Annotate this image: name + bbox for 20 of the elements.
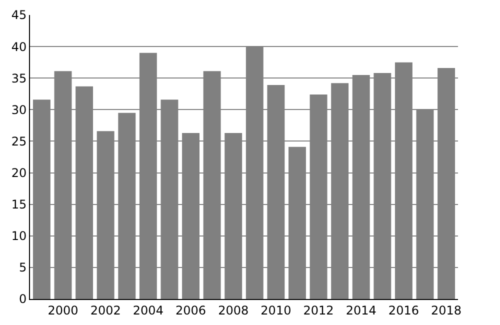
y-tick-label: 45 (11, 8, 27, 22)
x-tick-label: 2018 (431, 303, 462, 318)
x-tick-label: 2010 (260, 303, 292, 318)
y-tick-label: 10 (11, 229, 27, 244)
y-tick-label: 15 (11, 198, 27, 212)
x-tick-label: 2004 (132, 303, 164, 318)
x-tick-label: 2016 (388, 303, 419, 318)
x-tick-label: 2012 (303, 303, 334, 318)
y-tick-label: 40 (11, 40, 27, 54)
y-tick-label: 25 (11, 134, 27, 148)
x-tick-label: 2006 (175, 303, 206, 318)
x-tick-label: 2008 (218, 303, 249, 318)
x-tick-label: 2014 (346, 303, 376, 318)
y-tick-label: 35 (11, 71, 27, 86)
y-tick-label: 20 (11, 166, 27, 180)
x-tick-label: 2000 (48, 303, 78, 318)
y-tick-label: 5 (18, 260, 27, 275)
y-tick-label: 0 (18, 292, 27, 306)
x-tick-label: 2002 (90, 303, 121, 318)
y-tick-label: 30 (11, 102, 27, 117)
